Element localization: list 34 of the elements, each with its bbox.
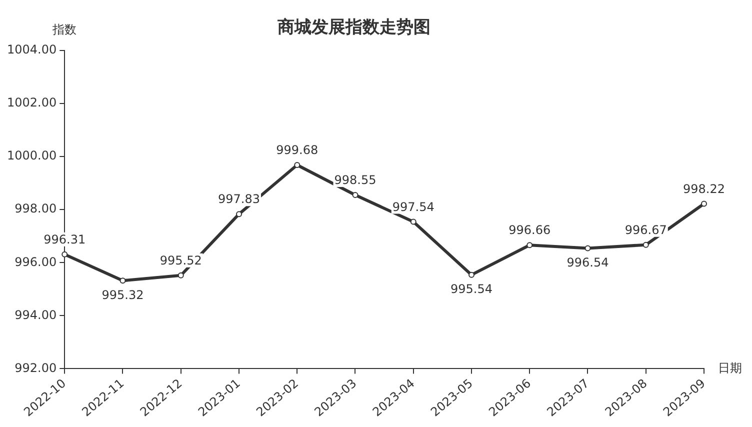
data-label: 999.68: [276, 143, 318, 158]
y-tick-label: 1000.00: [7, 148, 57, 163]
y-tick-label: 1002.00: [7, 96, 57, 110]
y-tick-label: 994.00: [14, 308, 57, 322]
data-label: 996.31: [44, 232, 86, 247]
y-tick-label: 1004.00: [7, 42, 57, 57]
data-label: 997.83: [218, 192, 260, 206]
data-label: 995.52: [160, 253, 202, 268]
y-tick-label: 992.00: [14, 360, 57, 375]
data-label: 995.54: [450, 282, 492, 296]
point: [526, 242, 533, 248]
data-label: 996.54: [566, 255, 609, 270]
data-label: 997.54: [392, 200, 434, 214]
data-label: 996.66: [508, 223, 551, 238]
chart-title: 商城发展指数走势图: [276, 18, 430, 38]
point: [294, 162, 300, 168]
point: [178, 272, 184, 278]
point: [410, 218, 416, 225]
point: [468, 272, 474, 278]
point: [62, 251, 68, 258]
data-label: 998.22: [683, 182, 725, 196]
point: [120, 278, 126, 284]
y-axis-title: 指数: [52, 22, 77, 37]
y-tick-label: 996.00: [14, 254, 57, 269]
x-axis-title: 日期: [718, 360, 742, 375]
data-label: 998.55: [334, 173, 376, 188]
point: [701, 200, 707, 207]
data-label: 996.67: [624, 222, 667, 237]
point: [642, 242, 649, 248]
point: [352, 192, 358, 198]
data-label: 995.32: [102, 288, 144, 302]
y-tick-label: 998.00: [14, 202, 57, 216]
point: [584, 245, 591, 252]
point: [236, 211, 242, 218]
